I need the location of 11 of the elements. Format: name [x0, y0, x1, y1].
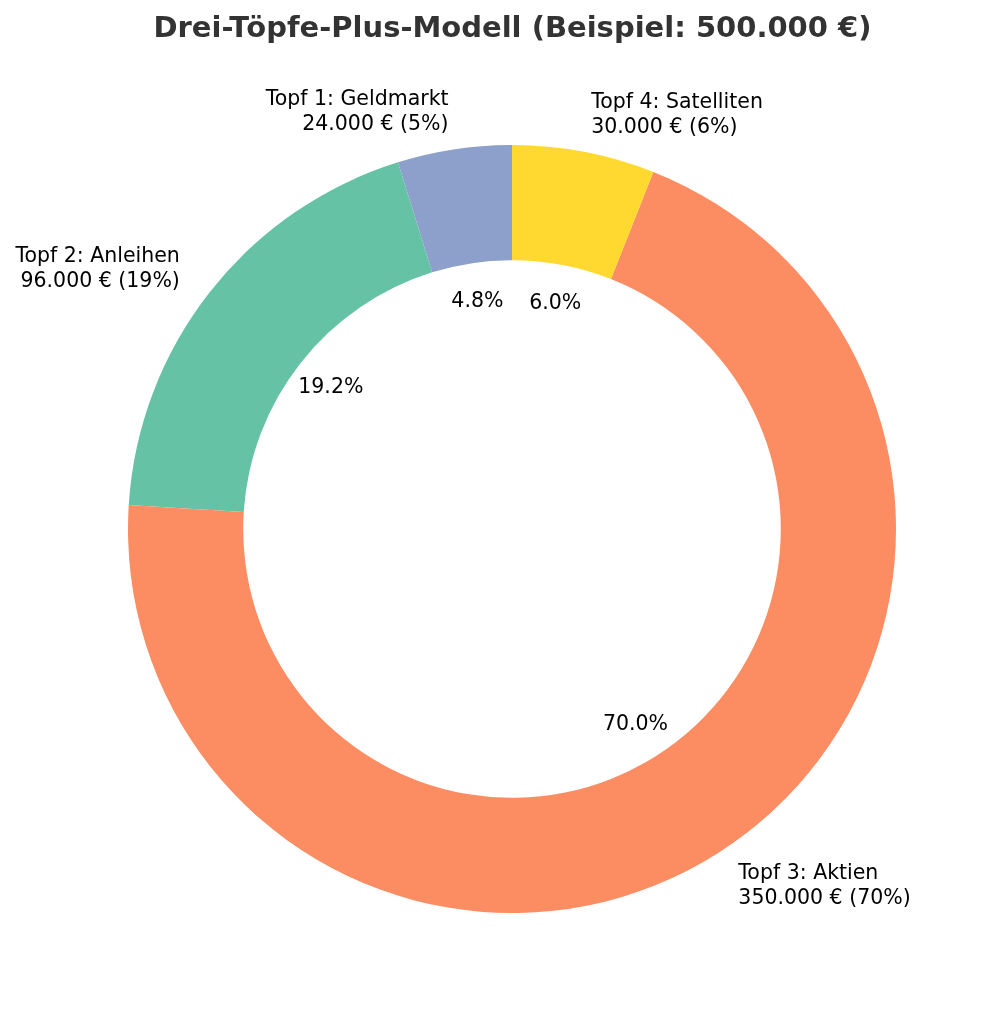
data-label: 19.2%: [298, 373, 364, 398]
chart-title: Drei-Töpfe-Plus-Modell (Beispiel: 500.000 €): [153, 10, 872, 44]
data-label: 70.0%: [602, 710, 669, 735]
slice-label: Topf 2: Anleihen 96.000 € (19%): [14, 242, 180, 292]
donut-slice: [512, 145, 654, 280]
slice-label: Topf 3: Aktien 350.000 € (70%): [737, 860, 911, 910]
slice-label: Topf 1: Geldmarkt 24.000 € (5%): [264, 85, 449, 135]
data-label: 6.0%: [529, 289, 582, 314]
donut-slice: [397, 145, 512, 273]
data-label: 4.8%: [451, 288, 504, 313]
slice-label: Topf 4: Satelliten 30.000 € (6%): [590, 88, 763, 138]
